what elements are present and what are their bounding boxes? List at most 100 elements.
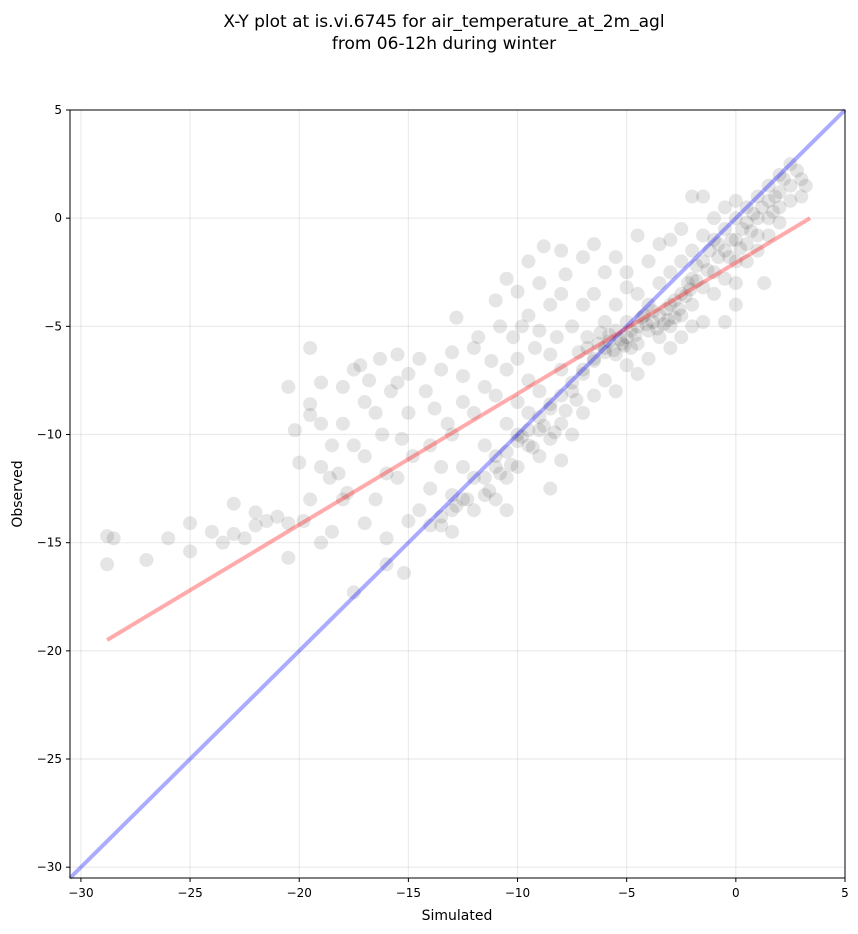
scatter-point xyxy=(493,319,508,334)
scatter-point xyxy=(761,178,776,193)
scatter-point xyxy=(634,310,649,325)
scatter-point xyxy=(477,470,492,485)
scatter-point xyxy=(696,189,711,204)
scatter-point xyxy=(183,516,198,531)
scatter-point xyxy=(707,286,722,301)
scatter-point xyxy=(765,204,780,219)
y-tick-label: −10 xyxy=(37,428,62,442)
scatter-point xyxy=(624,340,639,355)
scatter-point xyxy=(685,271,700,286)
scatter-point xyxy=(532,410,547,425)
scatter-point xyxy=(394,431,409,446)
scatter-point xyxy=(324,438,339,453)
scatter-point xyxy=(543,431,558,446)
y-tick-label: −20 xyxy=(37,644,62,658)
scatter-point xyxy=(303,492,318,507)
scatter-point xyxy=(619,315,634,330)
scatter-point xyxy=(772,200,787,215)
scatter-point xyxy=(331,466,346,481)
scatter-point xyxy=(641,351,656,366)
scatter-point xyxy=(434,362,449,377)
axis-ticks: −30 −25 −20 −15 −10 −5 0 5 −30 −25 −20 −15 −10 −5 0 5 xyxy=(37,103,849,900)
scatter-point xyxy=(418,384,433,399)
regression-lines xyxy=(68,108,847,880)
scatter-point xyxy=(499,271,514,286)
scatter-point xyxy=(576,362,591,377)
scatter-point xyxy=(554,388,569,403)
scatter-point xyxy=(314,416,329,431)
scatter-point xyxy=(353,358,368,373)
scatter-point xyxy=(340,485,355,500)
scatter-point xyxy=(586,237,601,252)
scatter-point xyxy=(674,308,689,323)
scatter-point xyxy=(499,470,514,485)
scatter-point xyxy=(739,215,754,230)
scatter-point xyxy=(641,297,656,312)
scatter-point xyxy=(314,459,329,474)
scatter-point xyxy=(602,327,617,342)
scatter-point xyxy=(423,438,438,453)
scatter-point xyxy=(783,193,798,208)
scatter-point xyxy=(696,315,711,330)
scatter-point xyxy=(608,297,623,312)
scatter-point xyxy=(728,297,743,312)
scatter-point xyxy=(619,330,634,345)
scatter-point xyxy=(717,221,732,236)
scatter-point xyxy=(547,425,562,440)
scatter-point xyxy=(755,200,770,215)
scatter-point xyxy=(335,416,350,431)
data-points xyxy=(100,157,813,600)
scatter-point xyxy=(696,228,711,243)
scatter-point xyxy=(711,250,726,265)
scatter-point xyxy=(521,373,536,388)
scatter-point xyxy=(576,297,591,312)
scatter-point xyxy=(597,340,612,355)
scatter-point xyxy=(617,338,632,353)
scatter-point xyxy=(597,315,612,330)
scatter-point xyxy=(482,483,497,498)
scatter-point xyxy=(678,289,693,304)
scatter-point xyxy=(549,330,564,345)
scatter-point xyxy=(606,343,621,358)
scatter-point xyxy=(711,237,726,252)
scatter-point xyxy=(292,455,307,470)
scatter-point xyxy=(466,340,481,355)
scatter-point xyxy=(471,330,486,345)
scatter-point xyxy=(445,488,460,503)
scatter-point xyxy=(412,351,427,366)
scatter-point xyxy=(488,388,503,403)
scatter-point xyxy=(281,379,296,394)
scatter-point xyxy=(794,189,809,204)
scatter-point xyxy=(405,449,420,464)
scatter-point xyxy=(335,379,350,394)
scatter-point xyxy=(602,334,617,349)
scatter-point xyxy=(287,423,302,438)
scatter-point xyxy=(661,312,676,327)
scatter-point xyxy=(100,557,115,572)
scatter-point xyxy=(630,319,645,334)
scatter-point xyxy=(379,466,394,481)
scatter-point xyxy=(650,321,665,336)
scatter-point xyxy=(390,470,405,485)
scatter-point xyxy=(558,403,573,418)
scatter-point xyxy=(717,315,732,330)
scatter-point xyxy=(390,347,405,362)
scatter-point xyxy=(183,544,198,559)
scatter-point xyxy=(510,427,525,442)
scatter-point xyxy=(412,503,427,518)
scatter-point xyxy=(455,459,470,474)
scatter-point xyxy=(597,265,612,280)
x-tick-label: −25 xyxy=(177,886,202,900)
scatter-point xyxy=(401,514,416,529)
scatter-point xyxy=(543,481,558,496)
scatter-point xyxy=(466,405,481,420)
scatter-point xyxy=(521,308,536,323)
scatter-point xyxy=(525,440,540,455)
scatter-point xyxy=(761,211,776,226)
scatter-point xyxy=(608,250,623,265)
scatter-point xyxy=(455,395,470,410)
scatter-point xyxy=(532,423,547,438)
scatter-point xyxy=(215,535,230,550)
scatter-point xyxy=(357,449,372,464)
scatter-point xyxy=(346,585,361,600)
